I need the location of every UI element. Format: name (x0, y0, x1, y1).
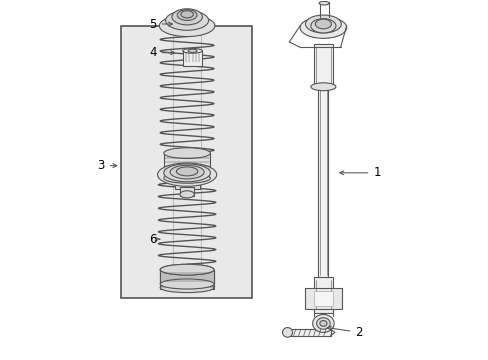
Text: 2: 2 (326, 326, 362, 339)
Ellipse shape (160, 279, 214, 289)
Bar (160, 270, 214, 284)
Ellipse shape (170, 165, 203, 179)
Bar (313, 291, 333, 306)
Ellipse shape (163, 173, 210, 183)
Ellipse shape (188, 49, 197, 53)
Ellipse shape (181, 11, 193, 18)
Ellipse shape (312, 315, 333, 332)
Ellipse shape (180, 191, 194, 198)
Ellipse shape (300, 17, 346, 39)
Ellipse shape (177, 10, 197, 21)
Text: 1: 1 (339, 166, 380, 179)
Text: 6: 6 (149, 233, 160, 246)
Bar (182, 51, 202, 66)
Ellipse shape (315, 19, 331, 29)
Ellipse shape (310, 19, 335, 33)
Ellipse shape (160, 264, 214, 275)
Ellipse shape (163, 148, 210, 158)
Ellipse shape (319, 320, 326, 326)
Bar (163, 153, 210, 180)
Ellipse shape (176, 167, 198, 176)
Ellipse shape (163, 164, 210, 182)
Bar (172, 176, 201, 270)
Ellipse shape (185, 22, 199, 27)
Bar (173, 30, 201, 158)
Bar (174, 178, 199, 189)
Bar (304, 288, 342, 309)
Ellipse shape (171, 9, 202, 25)
Bar (289, 329, 330, 336)
Text: 5: 5 (149, 18, 172, 31)
Bar (313, 277, 333, 313)
Bar (313, 44, 333, 87)
Ellipse shape (171, 17, 213, 31)
Ellipse shape (319, 1, 328, 5)
Ellipse shape (310, 83, 335, 91)
Bar (160, 270, 214, 289)
Ellipse shape (182, 49, 202, 53)
Text: 4: 4 (149, 46, 174, 59)
Ellipse shape (165, 10, 208, 30)
Text: 3: 3 (97, 159, 117, 172)
Bar (180, 187, 194, 196)
Ellipse shape (160, 264, 214, 275)
Ellipse shape (282, 328, 292, 337)
Bar (318, 87, 328, 279)
Bar (121, 26, 251, 298)
Ellipse shape (316, 318, 329, 329)
Ellipse shape (160, 283, 214, 293)
Ellipse shape (159, 15, 214, 37)
Ellipse shape (305, 15, 341, 33)
Ellipse shape (157, 163, 216, 186)
